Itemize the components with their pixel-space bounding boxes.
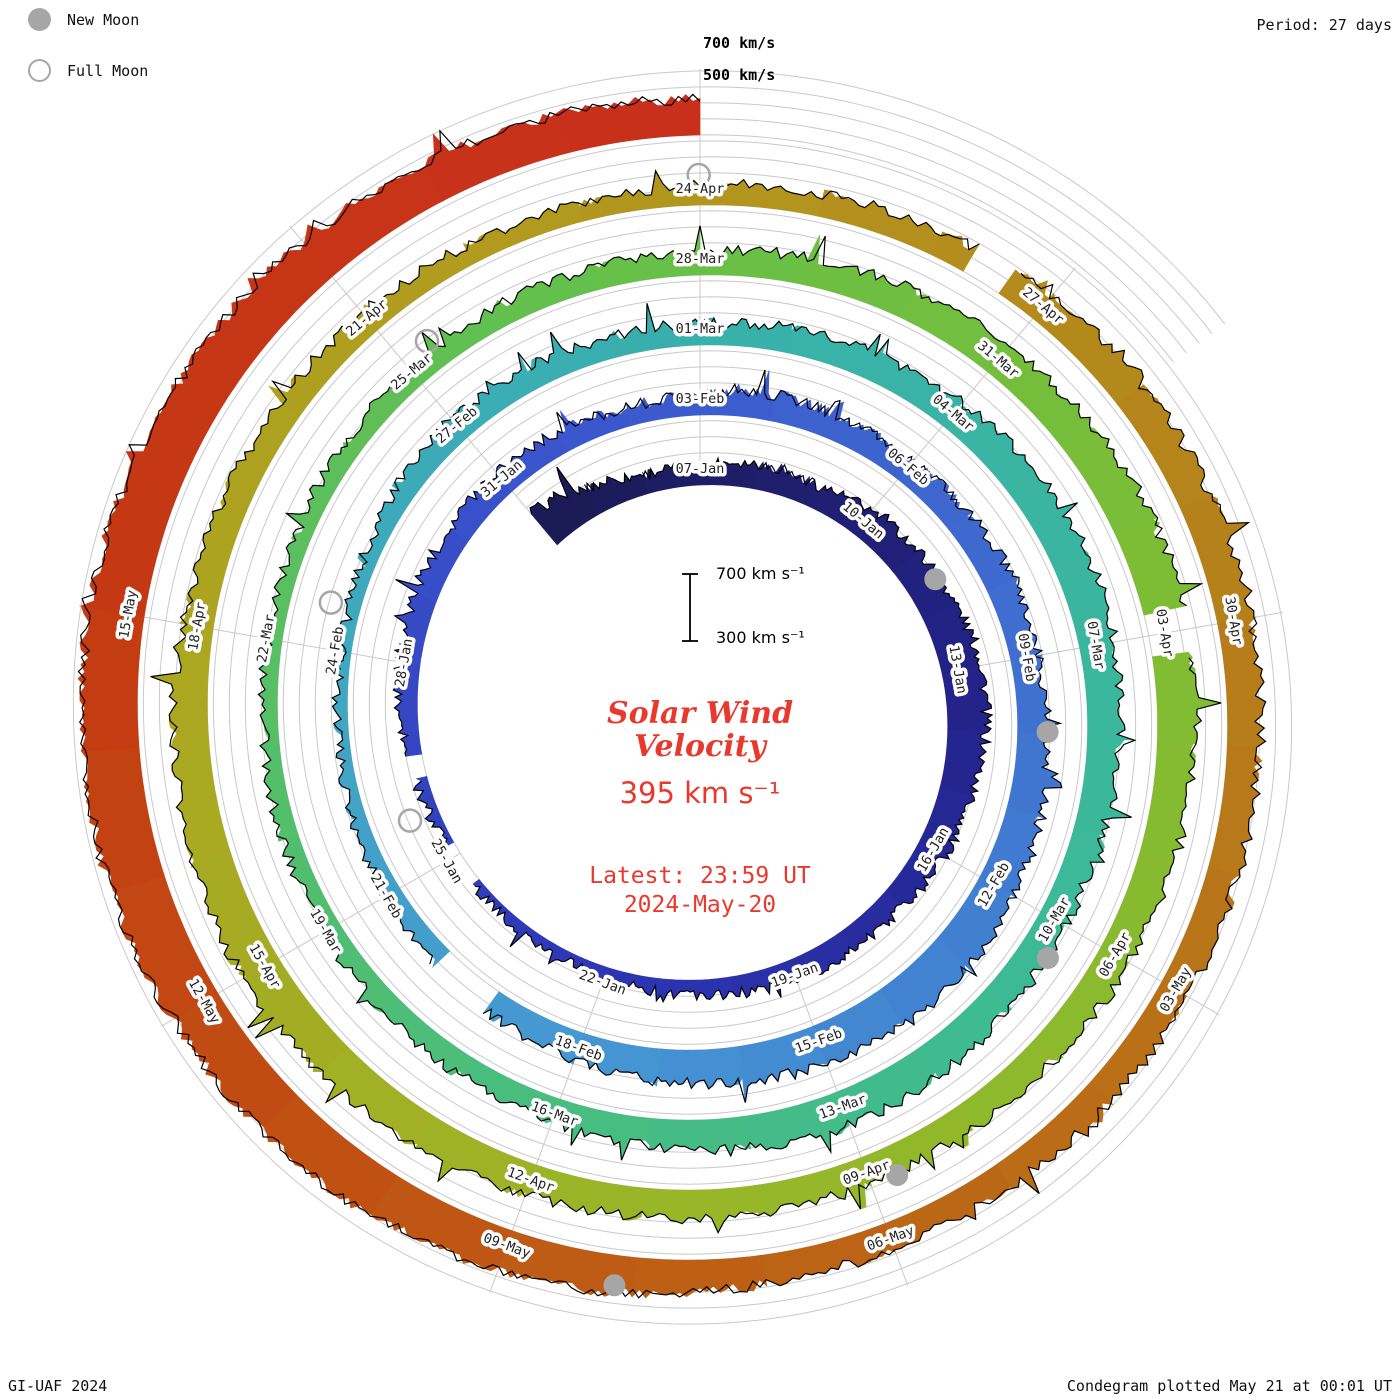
velocity-band-segment: [322, 1046, 436, 1145]
plotted-annotation: Condegram plotted May 21 at 00:01 UT: [1066, 1377, 1392, 1395]
date-label: 01-Mar: [676, 321, 725, 337]
velocity-band-segment: [1004, 467, 1086, 564]
full-moon-icon: [28, 59, 51, 82]
period-annotation: Period: 27 days: [1256, 16, 1392, 34]
full-moon-marker: [686, 162, 711, 188]
center-readout: Solar Wind Velocity 395 km s⁻¹ Latest: 2…: [589, 697, 811, 920]
velocity-band-segment: [801, 234, 915, 318]
velocity-band-segment: [641, 1185, 759, 1234]
new-moon-marker: [886, 1164, 909, 1187]
velocity-band-segment: [220, 404, 300, 519]
velocity-band-segment: [527, 331, 616, 390]
new-moon-label: New Moon: [67, 10, 140, 29]
legend-item-new-moon: New Moon: [28, 8, 148, 31]
new-moon-marker: [603, 1274, 626, 1297]
velocity-band-segment: [424, 112, 568, 202]
velocity-band-edge: [77, 93, 1267, 1299]
moon-legend: New Moon Full Moon: [28, 8, 148, 110]
date-label: 24-Apr: [676, 181, 725, 197]
velocity-band-segment: [769, 390, 848, 443]
scalebar-label-300: 300 km s⁻¹: [716, 628, 805, 647]
velocity-band-segment: [762, 1223, 896, 1287]
axis-label-500kms: 500 km/s: [703, 66, 776, 84]
velocity-band-segment: [930, 231, 981, 272]
full-moon-marker: [397, 808, 423, 833]
velocity-band-segment: [754, 1157, 873, 1217]
velocity-band-segment: [753, 461, 816, 506]
plot-title: Solar Wind Velocity: [589, 697, 811, 763]
latest-line2: 2024-May-20: [623, 892, 777, 918]
date-label: 25-Jan: [427, 836, 465, 886]
velocity-band-segment: [414, 1116, 537, 1198]
date-label: 03-Feb: [676, 391, 725, 407]
date-label: 07-Jan: [676, 461, 725, 477]
new-moon-marker: [1036, 947, 1059, 969]
full-moon-label: Full Moon: [67, 61, 149, 80]
velocity-band-segment: [552, 1098, 654, 1161]
velocity-band-segment: [1051, 549, 1118, 649]
grid-spiral-700kms: [72, 70, 1293, 1325]
velocity-band-segment: [383, 998, 475, 1078]
new-moon-icon: [28, 8, 51, 31]
date-label: 28-Mar: [676, 251, 725, 267]
velocity-band-segment: [342, 369, 423, 459]
velocity-band-segment: [1141, 741, 1196, 858]
axis-label-700kms: 700 km/s: [703, 34, 776, 52]
velocity-band-segment: [371, 1175, 513, 1272]
velocity-band-segment: [125, 343, 244, 491]
full-moon-marker: [414, 328, 440, 354]
latest-timestamp: Latest: 23:59 UT 2024-May-20: [589, 862, 811, 920]
velocity-band-segment: [836, 1047, 936, 1128]
velocity-band-segment: [363, 249, 474, 331]
velocity-band-segment: [1079, 641, 1135, 741]
velocity-band-segment: [482, 991, 513, 1022]
velocity-band-segment: [201, 242, 333, 376]
grid-spoke: [289, 225, 558, 546]
velocity-band-segment: [657, 1046, 743, 1090]
velocity-band-segment: [1060, 426, 1159, 536]
legend-item-full-moon: Full Moon: [28, 59, 148, 82]
new-moon-marker: [1036, 721, 1059, 743]
new-moon-marker: [924, 568, 947, 591]
grid-spiral-600kms: [88, 86, 1277, 1309]
latest-line1: Latest: 23:59 UT: [589, 863, 811, 889]
velocity-band-segment: [556, 94, 701, 154]
velocity-band-segment: [398, 731, 423, 757]
date-label: 03-Apr: [1152, 608, 1176, 659]
current-velocity-value: 395 km s⁻¹: [619, 776, 781, 810]
scalebar-label-700: 700 km s⁻¹: [716, 564, 805, 583]
velocity-band-segment: [1179, 494, 1255, 625]
velocity-band-segment: [1152, 651, 1222, 745]
plot-title-line2: Velocity: [634, 729, 766, 764]
full-moon-marker: [318, 590, 344, 615]
velocity-band-segment: [303, 167, 443, 278]
velocity-band-segment: [77, 605, 145, 752]
credit-annotation: GI-UAF 2024: [8, 1377, 108, 1395]
plot-title-line1: Solar Wind: [606, 696, 794, 731]
velocity-band-segment: [1161, 866, 1238, 995]
